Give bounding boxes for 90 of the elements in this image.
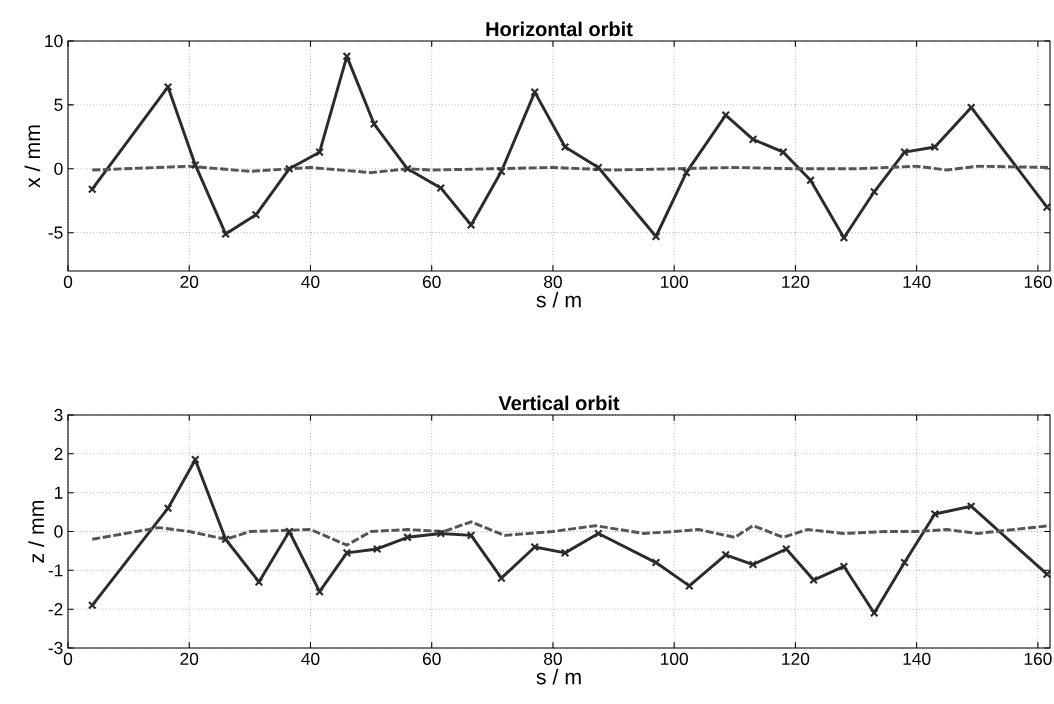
point bbox=[869, 187, 879, 197]
point bbox=[900, 558, 909, 567]
y-tick-label: -3 bbox=[48, 641, 63, 655]
point bbox=[315, 147, 324, 157]
point bbox=[163, 503, 173, 513]
point bbox=[560, 142, 570, 152]
point bbox=[530, 87, 540, 97]
point bbox=[930, 509, 940, 519]
point bbox=[87, 600, 97, 610]
x-tick-label: 40 bbox=[301, 275, 320, 288]
chart-title: Vertical orbit bbox=[498, 395, 620, 411]
point bbox=[190, 455, 200, 465]
point bbox=[369, 119, 379, 129]
x-tick-label: 100 bbox=[661, 275, 688, 288]
point bbox=[163, 82, 173, 92]
y-tick-label: 5 bbox=[54, 98, 63, 111]
x-tick-label: 20 bbox=[180, 275, 199, 288]
point bbox=[530, 542, 540, 552]
point bbox=[221, 534, 230, 544]
point bbox=[403, 532, 412, 542]
x-tick-label: 40 bbox=[301, 652, 320, 665]
point bbox=[721, 110, 731, 120]
point bbox=[497, 573, 506, 583]
y-tick-label: 0 bbox=[54, 162, 63, 175]
y-axis-title: x / mm bbox=[24, 125, 41, 188]
x-tick-label: 160 bbox=[1024, 652, 1052, 665]
y-tick-label: 3 bbox=[54, 408, 63, 422]
point bbox=[436, 183, 446, 193]
x-tick-label: 60 bbox=[422, 275, 441, 288]
point bbox=[284, 164, 294, 174]
point bbox=[342, 548, 352, 558]
y-tick-label: 1 bbox=[54, 486, 63, 499]
x-tick-label: 100 bbox=[661, 652, 688, 665]
point bbox=[721, 550, 731, 560]
y-tick-label: 10 bbox=[45, 34, 63, 48]
point bbox=[190, 160, 200, 170]
point bbox=[372, 544, 382, 554]
point bbox=[839, 233, 849, 243]
y-tick-label: -5 bbox=[48, 226, 63, 239]
point bbox=[748, 135, 758, 144]
x-axis-title: s / m bbox=[536, 291, 581, 308]
point bbox=[594, 163, 603, 172]
point bbox=[466, 531, 476, 540]
x-tick-label: 80 bbox=[544, 652, 562, 665]
point bbox=[87, 184, 97, 194]
point bbox=[497, 166, 506, 176]
point bbox=[403, 164, 412, 174]
point bbox=[560, 548, 570, 558]
point bbox=[1042, 569, 1052, 579]
x-tick-label: 0 bbox=[63, 275, 73, 288]
y-tick-label: 2 bbox=[54, 447, 63, 460]
point bbox=[806, 175, 815, 185]
y-axis-title: z / mm bbox=[28, 500, 45, 563]
point bbox=[284, 527, 294, 536]
x-tick-label: 120 bbox=[782, 652, 810, 665]
point bbox=[684, 581, 694, 591]
x-tick-label: 160 bbox=[1024, 275, 1052, 288]
x-tick-label: 120 bbox=[782, 275, 810, 288]
point bbox=[809, 575, 818, 585]
x-axis-title: s / m bbox=[536, 668, 581, 685]
x-tick-label: 140 bbox=[903, 275, 931, 288]
point bbox=[778, 147, 788, 157]
point bbox=[748, 560, 758, 569]
point bbox=[594, 529, 603, 538]
x-tick-label: 20 bbox=[180, 652, 199, 665]
x-tick-label: 80 bbox=[544, 275, 562, 288]
point bbox=[466, 220, 476, 230]
y-tick-label: -2 bbox=[48, 603, 63, 616]
point bbox=[900, 147, 909, 157]
point bbox=[839, 562, 849, 571]
y-tick-label: -1 bbox=[48, 564, 63, 577]
point bbox=[930, 142, 940, 152]
x-tick-label: 0 bbox=[63, 652, 73, 665]
point bbox=[436, 529, 446, 538]
line-series bbox=[90, 520, 1051, 547]
x-tick-label: 140 bbox=[903, 652, 931, 665]
point bbox=[651, 232, 661, 241]
point bbox=[251, 210, 261, 220]
point bbox=[681, 168, 691, 177]
point bbox=[254, 577, 264, 587]
point bbox=[781, 544, 791, 554]
point bbox=[342, 51, 352, 61]
point bbox=[1042, 202, 1052, 212]
point bbox=[966, 501, 976, 511]
point bbox=[221, 229, 230, 239]
chart-title: Horizontal orbit bbox=[486, 21, 633, 37]
y-tick-label: 0 bbox=[54, 525, 63, 538]
point bbox=[315, 587, 324, 597]
x-tick-label: 60 bbox=[422, 652, 441, 665]
point bbox=[651, 558, 661, 567]
